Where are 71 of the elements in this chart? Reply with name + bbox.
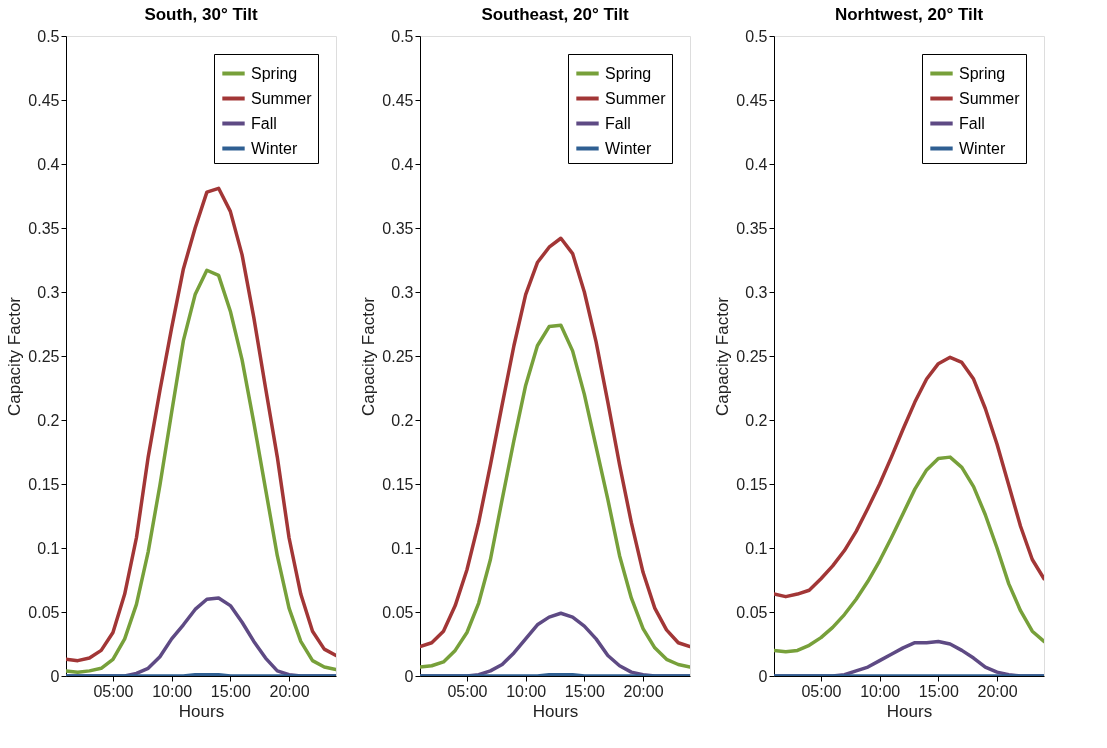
y-tick-label: 0.2 [391,411,414,429]
y-tick-label: 0.15 [736,475,768,493]
y-tick-label: 0.25 [736,347,768,365]
legend-label: Spring [605,64,652,82]
x-tick-label: 05:00 [93,682,134,700]
line-series [774,355,1044,599]
chart-title: South, 30° Tilt [144,5,258,24]
y-tick-label: 0.3 [745,283,768,301]
x-tick-label: 15:00 [564,682,605,700]
y-tick-label: 0.05 [28,603,60,621]
y-tick-label: 0.5 [745,27,768,45]
y-tick-label: 0.25 [382,347,414,365]
legend-label: Winter [959,139,1006,157]
x-tick-label: 05:00 [801,682,842,700]
y-tick-label: 0.3 [37,283,60,301]
y-tick-label: 0.45 [736,91,768,109]
legend-label: Spring [251,64,298,82]
y-tick-label: 0 [50,667,60,685]
y-tick-label: 0.4 [391,155,414,173]
y-tick-label: 0.1 [745,539,768,557]
chart-title: Southeast, 20° Tilt [481,5,629,24]
y-tick-label: 0.5 [37,27,60,45]
y-axis-title: Capacity Factor [5,296,25,417]
x-axis-title: Hours [886,701,933,721]
y-tick-label: 0.15 [382,475,414,493]
line-series [66,186,336,663]
x-tick-label: 20:00 [269,682,310,700]
y-tick-label: 0.45 [28,91,60,109]
y-tick-label: 0.35 [382,219,414,237]
y-tick-label: 0.2 [745,411,768,429]
y-tick-label: 0.4 [37,155,60,173]
legend-label: Winter [605,139,652,157]
y-tick-label: 0.15 [28,475,60,493]
y-tick-label: 0 [404,667,414,685]
line-series [420,236,690,649]
y-tick-label: 0.25 [28,347,60,365]
y-tick-label: 0.2 [37,411,60,429]
y-tick-label: 0 [758,667,768,685]
y-tick-label: 0.1 [391,539,414,557]
y-tick-label: 0.3 [391,283,414,301]
y-axis-title: Capacity Factor [713,296,733,417]
y-tick-label: 0.05 [736,603,768,621]
legend-label: Spring [959,64,1006,82]
legend-label: Summer [605,89,667,107]
legend-label: Winter [251,139,298,157]
x-tick-label: 10:00 [506,682,547,700]
x-axis-title: Hours [178,701,225,721]
x-tick-label: 15:00 [918,682,959,700]
x-tick-label: 10:00 [860,682,901,700]
legend-label: Fall [959,114,985,132]
legend-label: Summer [251,89,313,107]
y-tick-label: 0.4 [745,155,768,173]
line-series [420,323,690,669]
x-tick-label: 10:00 [152,682,193,700]
y-tick-label: 0.1 [37,539,60,557]
y-tick-label: 0.5 [391,27,414,45]
x-tick-label: 20:00 [977,682,1018,700]
y-tick-label: 0.45 [382,91,414,109]
y-tick-label: 0.35 [28,219,60,237]
x-tick-label: 15:00 [210,682,251,700]
legend-label: Fall [251,114,277,132]
legend-label: Summer [959,89,1021,107]
x-tick-label: 05:00 [447,682,488,700]
chart-title: Norhtwest, 20° Tilt [834,5,984,24]
y-axis-title: Capacity Factor [359,296,379,417]
x-tick-label: 20:00 [623,682,664,700]
line-series [774,455,1044,654]
legend-label: Fall [605,114,631,132]
y-tick-label: 0.05 [382,603,414,621]
y-tick-label: 0.35 [736,219,768,237]
x-axis-title: Hours [532,701,579,721]
